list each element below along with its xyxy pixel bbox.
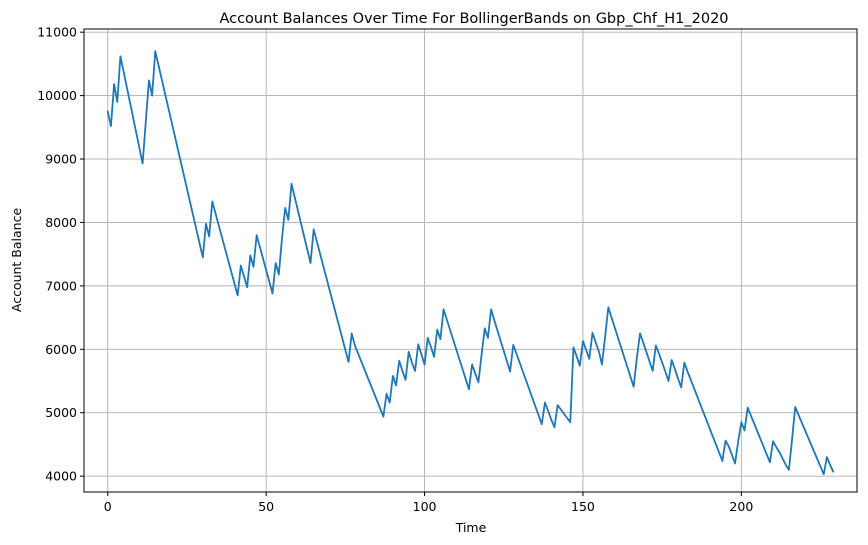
ticks: 4000 5000 6000 7000 8000 9000 10000 11000 0 50 100… xyxy=(37,25,753,514)
grid xyxy=(84,29,857,492)
y-tick-label: 5000 xyxy=(45,405,77,420)
axes-frame xyxy=(83,28,858,493)
series-layer xyxy=(106,50,835,476)
x-tick-label: 0 xyxy=(104,499,112,514)
series-line-0 xyxy=(106,50,835,476)
y-tick-label: 11000 xyxy=(37,25,77,40)
y-tick-label: 7000 xyxy=(45,278,77,293)
y-tick-label: 4000 xyxy=(45,469,77,484)
x-tick-label: 150 xyxy=(571,499,595,514)
y-tick-label: 9000 xyxy=(45,152,77,167)
y-axis-label: Account Balance xyxy=(9,208,24,313)
y-tick-label: 10000 xyxy=(37,88,77,103)
plot-frame xyxy=(83,28,858,493)
y-tick-label: 8000 xyxy=(45,215,77,230)
x-axis-label: Time xyxy=(455,520,487,535)
x-tick-label: 200 xyxy=(729,499,753,514)
y-tick-label: 6000 xyxy=(45,342,77,357)
chart-title: Account Balances Over Time For Bollinger… xyxy=(219,11,728,27)
x-tick-label: 100 xyxy=(413,499,437,514)
x-tick-label: 50 xyxy=(258,499,274,514)
